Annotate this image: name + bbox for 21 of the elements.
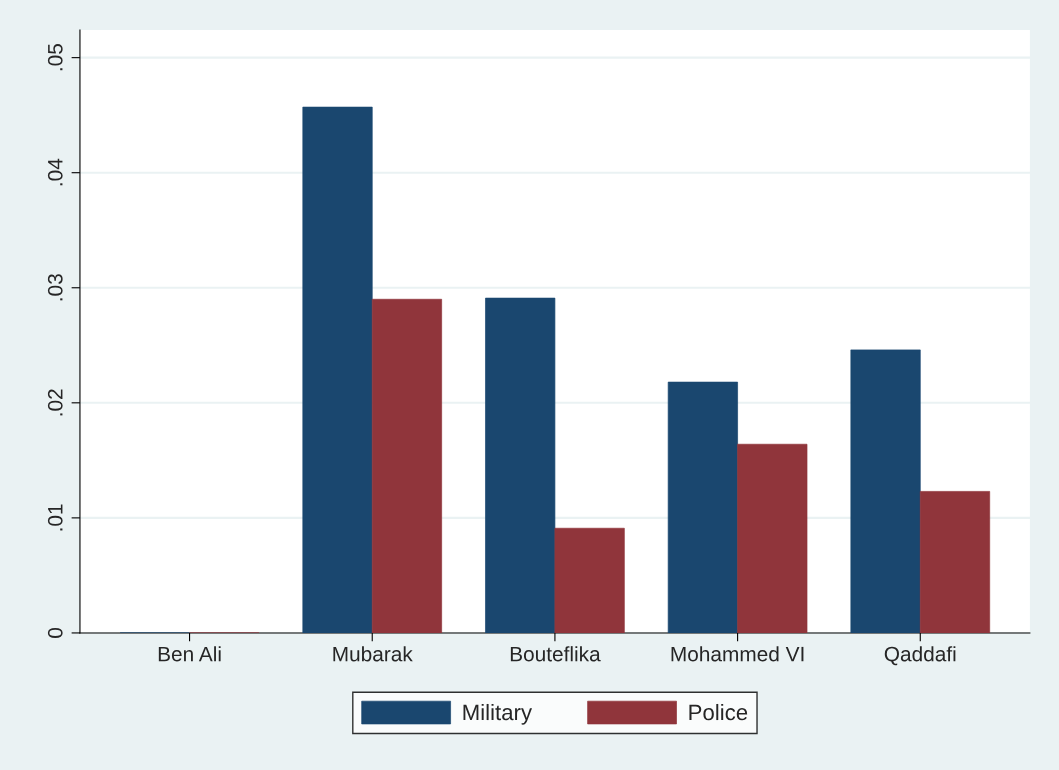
y-tick-label: .02 (47, 389, 63, 416)
legend-label: Military (463, 703, 533, 725)
bar (919, 491, 991, 633)
bar (850, 349, 921, 633)
y-tick-label: .05 (47, 44, 63, 71)
y-tick-label: .01 (47, 504, 63, 531)
bar (371, 298, 443, 633)
x-tick-label: Mubarak (333, 646, 413, 662)
bar (737, 443, 808, 633)
x-tick-label: Mohammed VI (671, 646, 804, 662)
bar (485, 297, 556, 633)
bar (667, 381, 738, 633)
bar (302, 106, 373, 633)
y-tick-label: 0 (47, 627, 63, 638)
y-tick-label: .04 (47, 158, 63, 186)
x-tick-label: Ben Ali (158, 646, 221, 662)
x-tick-label: Bouteflika (510, 646, 601, 662)
legend-label: Police (689, 703, 748, 721)
bar (554, 527, 625, 633)
y-tick-label: .03 (47, 274, 63, 301)
x-tick-label: Qaddafi (884, 646, 956, 666)
